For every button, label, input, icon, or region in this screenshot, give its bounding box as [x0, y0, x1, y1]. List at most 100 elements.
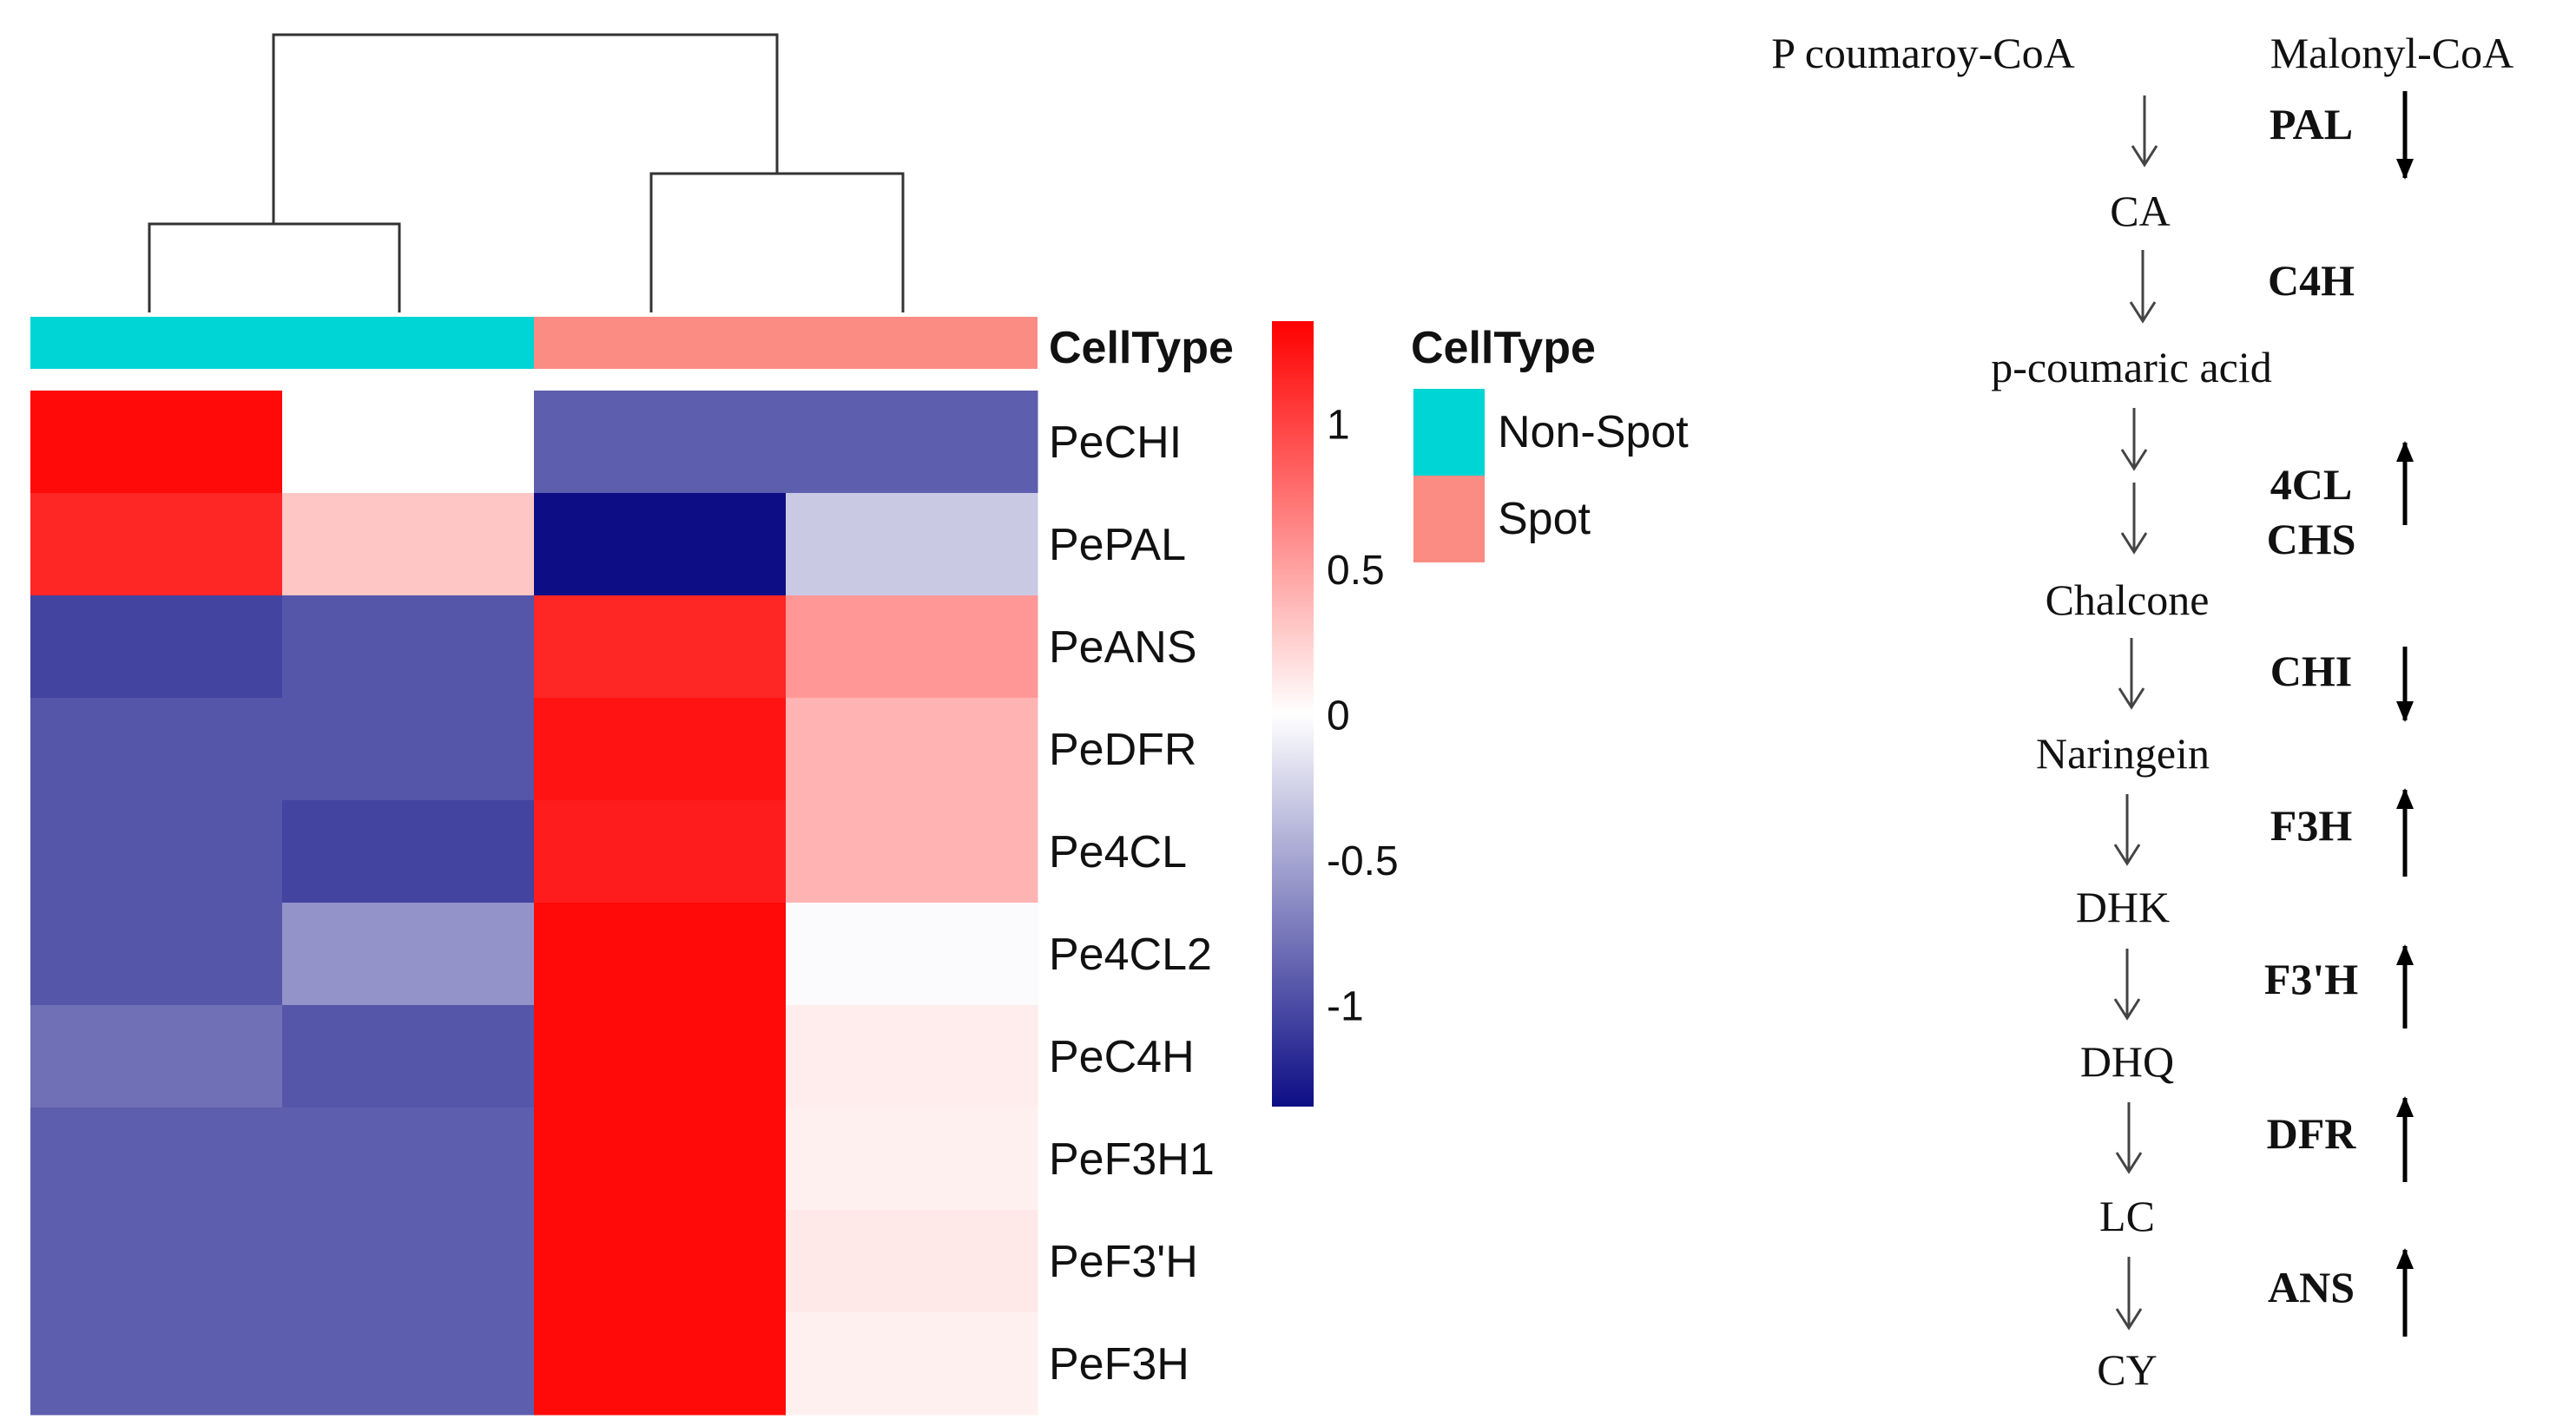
- enzyme-label: CHS: [2267, 515, 2356, 563]
- heatmap-cell: [534, 1107, 787, 1211]
- up-arrow-icon: [2396, 1096, 2414, 1117]
- annotation-cell-non-spot: [30, 317, 282, 369]
- heatmap-cell: [30, 595, 283, 699]
- heatmap-cell: [534, 1210, 787, 1313]
- annotation-row-label: CellType: [1049, 323, 1234, 373]
- heatmap-cell: [30, 1312, 283, 1416]
- heatmap-row-labels: PeCHI PePAL PeANS PeDFR Pe4CL Pe4CL2 PeC4H PeF3…: [1049, 417, 1215, 1390]
- heatmap-cell: [282, 1107, 535, 1211]
- annotation-cell-spot: [786, 317, 1038, 369]
- heatmap-cell: [30, 1107, 283, 1211]
- enzyme-label: DFR: [2267, 1109, 2357, 1158]
- heatmap-cell: [30, 493, 283, 596]
- heatmap-cell: [786, 1210, 1038, 1313]
- row-label: PePAL: [1049, 520, 1186, 570]
- heatmap-cell: [534, 595, 787, 699]
- colorbar-tick-label: 0: [1327, 693, 1350, 739]
- row-label: PeF3'H: [1049, 1237, 1198, 1287]
- heatmap-cell: [786, 698, 1038, 801]
- heatmap-cell: [534, 1312, 787, 1416]
- heatmap-cell: [30, 391, 283, 494]
- colorbar-tick-label: -1: [1327, 984, 1364, 1030]
- reaction-arrowhead: [2120, 449, 2148, 471]
- row-label: Pe4CL: [1049, 827, 1187, 877]
- row-label: PeC4H: [1049, 1032, 1195, 1082]
- legend-label: Spot: [1498, 494, 1591, 544]
- colorbar-tick-label: 1: [1327, 402, 1350, 448]
- heatmap-cell: [282, 493, 535, 596]
- enzyme-label: ANS: [2268, 1263, 2355, 1311]
- heatmap-cell: [534, 493, 787, 596]
- heatmap-cell: [30, 1005, 283, 1108]
- heatmap-cell: [786, 800, 1038, 904]
- heatmap-cells: [30, 391, 1038, 1416]
- heatmap-cell: [786, 903, 1038, 1006]
- colorbar: [1272, 321, 1314, 1107]
- heatmap-cell: [534, 903, 787, 1006]
- celltype-legend: CellType Non-Spot Spot: [1411, 323, 1689, 562]
- heatmap-cell: [282, 391, 535, 494]
- row-label: PeF3H: [1049, 1339, 1189, 1390]
- pathway-node: DHQ: [2080, 1037, 2174, 1086]
- dendrogram-branch-root: [272, 33, 779, 224]
- heatmap-cell: [786, 391, 1038, 494]
- reaction-arrowhead: [2120, 532, 2148, 555]
- heatmap-cell: [786, 1005, 1038, 1108]
- heatmap-cell: [282, 1210, 535, 1313]
- legend-title: CellType: [1411, 323, 1596, 373]
- pathway-source: P coumaroy-CoA: [1771, 29, 2075, 77]
- enzyme-label: PAL: [2270, 100, 2353, 148]
- pathway-node: Chalcone: [2046, 575, 2210, 624]
- celltype-annotation-bar: [30, 317, 1038, 369]
- reaction-arrowhead: [2115, 1152, 2143, 1174]
- heatmap-cell: [786, 1312, 1038, 1416]
- heatmap-cell: [282, 800, 535, 904]
- heatmap-cell: [282, 698, 535, 801]
- biosynthesis-pathway: P coumaroy-CoA Malonyl-CoA CA p-coumaric ac…: [1771, 29, 2513, 1394]
- row-label: PeDFR: [1049, 725, 1196, 775]
- reaction-arrowhead: [2115, 1308, 2143, 1331]
- heatmap-cell: [534, 391, 787, 494]
- column-dendrogram: [148, 33, 905, 312]
- heatmap-cell: [282, 1005, 535, 1108]
- row-label: PeCHI: [1049, 417, 1182, 468]
- reaction-arrowhead: [2113, 844, 2141, 866]
- heatmap-cell: [534, 698, 787, 801]
- heatmap-cell: [30, 800, 283, 904]
- enzyme-label: CHI: [2270, 647, 2352, 695]
- dendrogram-branch-spot: [649, 172, 905, 312]
- row-label: PeANS: [1049, 622, 1197, 673]
- up-arrow-icon: [2396, 441, 2414, 462]
- annotation-cell-spot: [534, 317, 786, 369]
- colorbar-tick-label: -0.5: [1327, 838, 1399, 884]
- enzyme-label: 4CL: [2270, 460, 2352, 509]
- heatmap-cell: [282, 595, 535, 699]
- pathway-node: CA: [2110, 187, 2170, 235]
- dendrogram-branch-nonspot: [148, 222, 401, 312]
- up-arrow-icon: [2396, 788, 2414, 809]
- legend-swatch: [1413, 476, 1485, 562]
- legend-label: Non-Spot: [1498, 407, 1689, 457]
- heatmap-cell: [30, 1210, 283, 1313]
- heatmap-cell: [786, 1107, 1038, 1211]
- down-arrow-icon: [2396, 701, 2414, 722]
- reaction-arrowhead: [2118, 687, 2145, 710]
- pathway-node: DHK: [2076, 883, 2170, 931]
- colorbar-ticks: 1 0.5 0 -0.5 -1: [1327, 402, 1399, 1029]
- pathway-source: Malonyl-CoA: [2270, 29, 2514, 77]
- pathway-node: LC: [2099, 1192, 2155, 1240]
- up-arrow-icon: [2396, 1248, 2414, 1269]
- heatmap-cell: [282, 1312, 535, 1416]
- heatmap-cell: [30, 698, 283, 801]
- pathway-node: CY: [2097, 1345, 2157, 1394]
- heatmap-cell: [534, 800, 787, 904]
- heatmap-cell: [30, 903, 283, 1006]
- heatmap-cell: [786, 595, 1038, 699]
- reaction-arrowhead: [2113, 998, 2141, 1021]
- enzyme-label: C4H: [2268, 256, 2355, 305]
- reaction-arrowhead: [2129, 301, 2157, 324]
- colorbar-tick-label: 0.5: [1327, 548, 1385, 594]
- down-arrow-icon: [2396, 159, 2414, 180]
- pathway-node: p-coumaric acid: [1991, 343, 2271, 391]
